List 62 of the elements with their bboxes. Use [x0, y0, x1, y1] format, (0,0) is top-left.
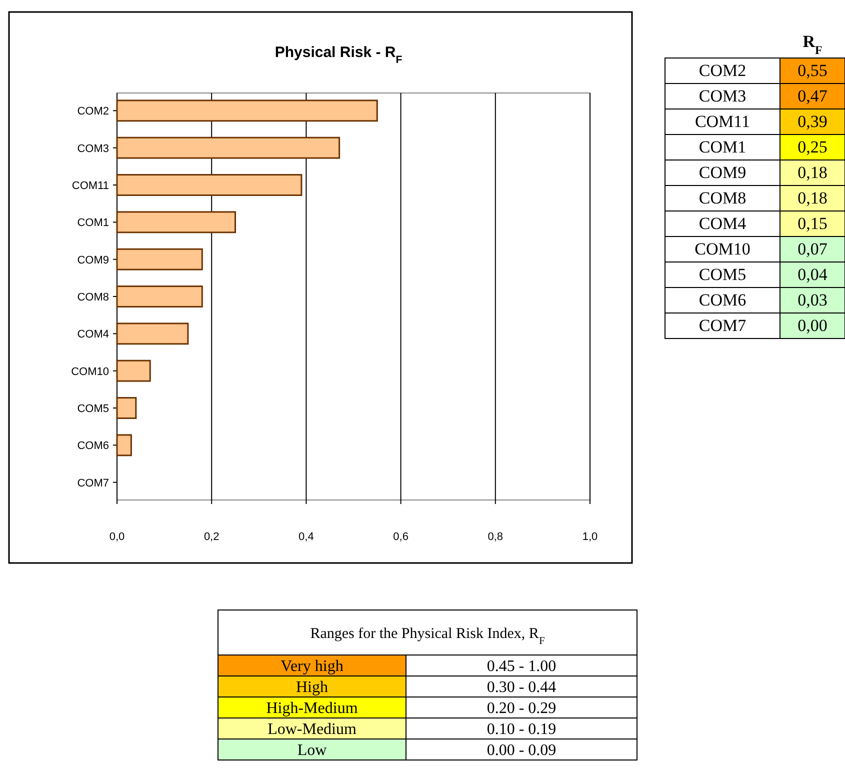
category-label: COM3	[698, 86, 746, 106]
bar	[116, 360, 151, 382]
category-label: COM2	[698, 61, 746, 80]
category-label: COM7	[698, 316, 747, 335]
category-label: Low	[297, 742, 328, 759]
x-tick-label: 0,6	[393, 531, 408, 543]
x-tick-label: 0,2	[204, 531, 220, 543]
category-label: COM4	[698, 214, 747, 233]
text: Ranges for the Physical Risk Index, R$_{F}$	[310, 626, 545, 646]
category-label: COM6	[698, 290, 746, 310]
text: 0.20 - 0.29	[486, 700, 556, 717]
y-tick-label: COM4	[77, 328, 109, 341]
text: 0.45 - 1.00	[486, 658, 556, 675]
y-tick-label: COM3	[77, 142, 109, 155]
bar	[116, 286, 203, 308]
y-tick-label: COM9	[77, 254, 109, 266]
y-tick-label: COM6	[77, 440, 109, 452]
text: 0,04	[798, 265, 828, 284]
y-tick-label: COM2	[77, 106, 109, 118]
bar	[116, 248, 203, 270]
text: 0.00 - 0.09	[486, 742, 556, 759]
category-label: COM11	[694, 112, 750, 131]
bar	[116, 211, 236, 234]
text: 0,39	[798, 112, 828, 131]
category-label: High	[296, 679, 328, 696]
text: 0,18	[798, 188, 828, 208]
x-tick-label: 0,8	[488, 531, 504, 543]
y-tick-label: COM7	[77, 477, 109, 490]
text: 0.30 - 0.44	[486, 679, 556, 696]
category-label: COM10	[694, 240, 750, 258]
category-label: Very high	[280, 658, 344, 675]
text: 0,18	[798, 163, 828, 182]
bar	[116, 322, 189, 345]
y-tick-label: COM5	[77, 403, 109, 416]
text: 0,47	[798, 86, 828, 106]
category-label: COM1	[698, 138, 746, 156]
bar	[116, 397, 137, 419]
category-label: High-Medium	[266, 700, 358, 717]
text: 0.10 - 0.19	[486, 721, 556, 738]
text: 0,00	[798, 316, 828, 335]
chart-title: Physical Risk - R$_{F}$	[274, 44, 403, 66]
bar	[116, 434, 132, 456]
category-label: Low-Medium	[268, 721, 357, 738]
text: 0,03	[798, 290, 828, 310]
text: 0,07	[798, 240, 828, 258]
x-tick-label: 0,0	[109, 531, 125, 543]
y-tick-label: COM8	[77, 292, 109, 304]
y-tick-label: COM10	[71, 366, 109, 378]
bar	[116, 136, 340, 159]
bar	[116, 174, 302, 196]
category-label: COM9	[698, 163, 746, 182]
x-tick-label: 1,0	[582, 531, 598, 543]
category-label: COM5	[698, 265, 746, 284]
text: 0,15	[798, 214, 828, 233]
text: 0,55	[798, 61, 828, 80]
x-tick-label: 0,4	[298, 531, 314, 543]
y-tick-label: COM1	[77, 217, 109, 230]
y-tick-label: COM11	[72, 180, 109, 192]
text: R$_{F}$	[802, 32, 822, 57]
bar	[116, 100, 378, 122]
text: 0,25	[798, 138, 828, 156]
category-label: COM8	[698, 188, 746, 208]
